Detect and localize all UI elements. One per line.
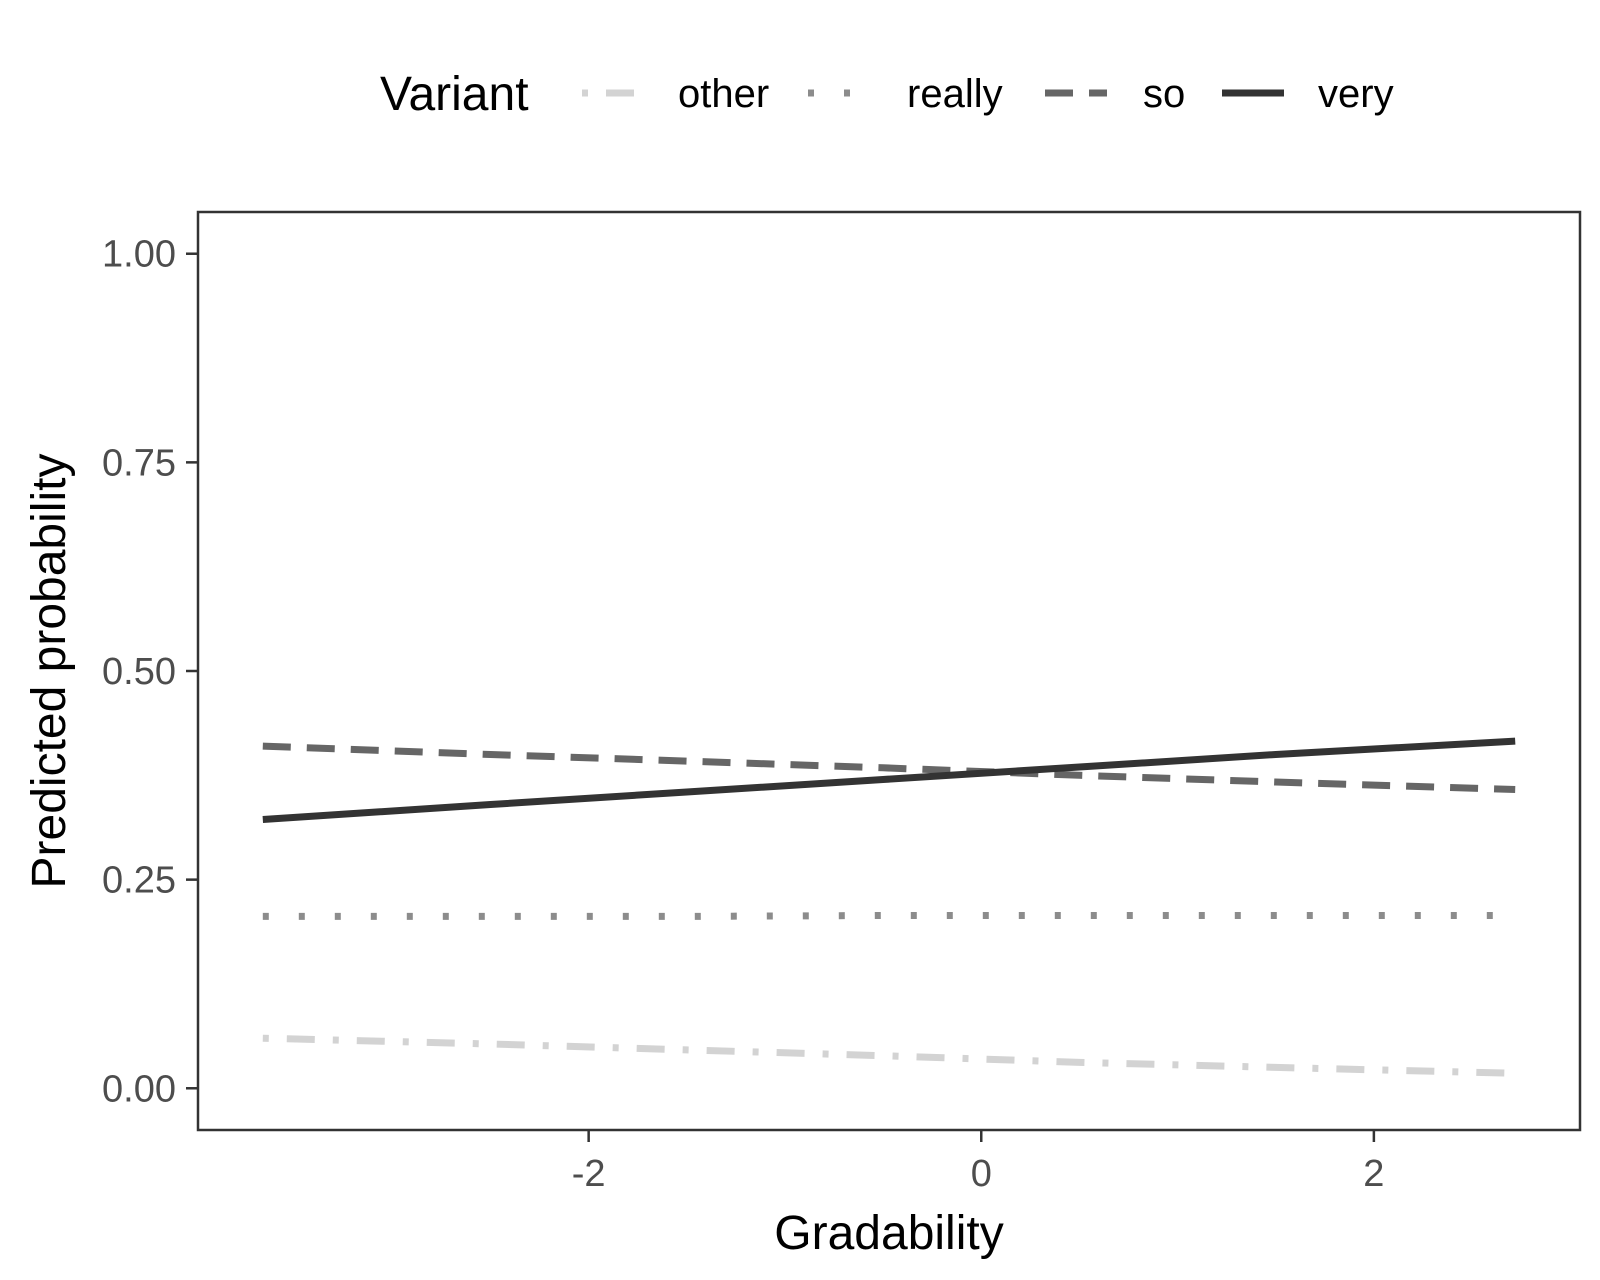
series-line-other (262, 1034, 1516, 1077)
y-tick-label: 0.00 (102, 1068, 176, 1110)
y-tick-label: 0.50 (102, 651, 176, 693)
legend-label-other: other (678, 72, 769, 116)
legend-items: other really so very (582, 72, 1394, 116)
legend-label-very: very (1318, 72, 1394, 116)
y-axis-title: Predicted probability (23, 454, 76, 889)
series-line-very (262, 737, 1516, 823)
series-line-so (262, 742, 1516, 793)
series-layer (262, 737, 1516, 1077)
x-axis-title: Gradability (774, 1207, 1003, 1260)
series-line-really (262, 912, 1516, 920)
y-tick-label: 0.75 (102, 442, 176, 484)
x-tick-label: 0 (971, 1153, 992, 1195)
x-tick-label: -2 (572, 1153, 606, 1195)
y-tick-label: 1.00 (102, 234, 176, 276)
legend: Variant other really so very (380, 68, 1394, 121)
legend-title: Variant (380, 68, 529, 121)
x-tick-label: 2 (1363, 1153, 1384, 1195)
x-axis: -2 0 2 (572, 1130, 1384, 1195)
legend-label-so: so (1143, 72, 1185, 116)
y-tick-label: 0.25 (102, 860, 176, 902)
legend-label-really: really (907, 72, 1003, 116)
plot-panel (196, 210, 1582, 1132)
y-axis: 0.00 0.25 0.50 0.75 1.00 (102, 234, 198, 1110)
